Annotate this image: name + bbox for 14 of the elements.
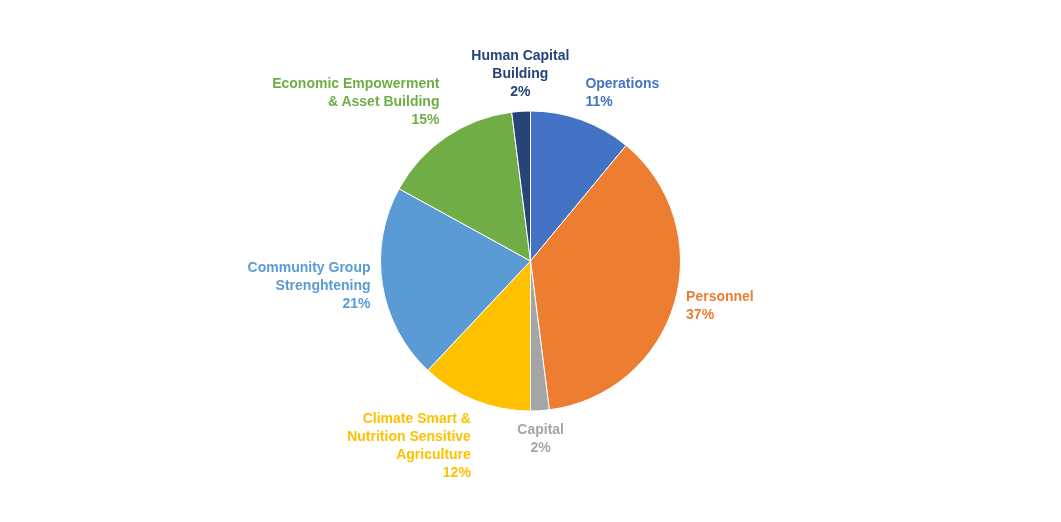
data-label: 11% [585,92,614,109]
data-label: 12% [442,463,472,480]
slice-label: Human Capital Building [471,47,570,82]
slice-label: Operations [585,74,660,91]
slice-label: Personnel [686,288,754,305]
slice-label: Capital [517,420,565,437]
data-label: 2% [530,438,552,455]
data-label: 21% [342,295,372,312]
data-label: 15% [411,111,440,128]
slice-label: Community Group Strenghtening [247,259,371,294]
data-label: 2% [510,83,531,100]
slice-label: Climate Smart & Nutrition Sensitive Agriculture [347,409,472,462]
data-label: 37% [686,306,715,323]
slice-label: Economic Empowerment & Asset Building [272,75,440,110]
